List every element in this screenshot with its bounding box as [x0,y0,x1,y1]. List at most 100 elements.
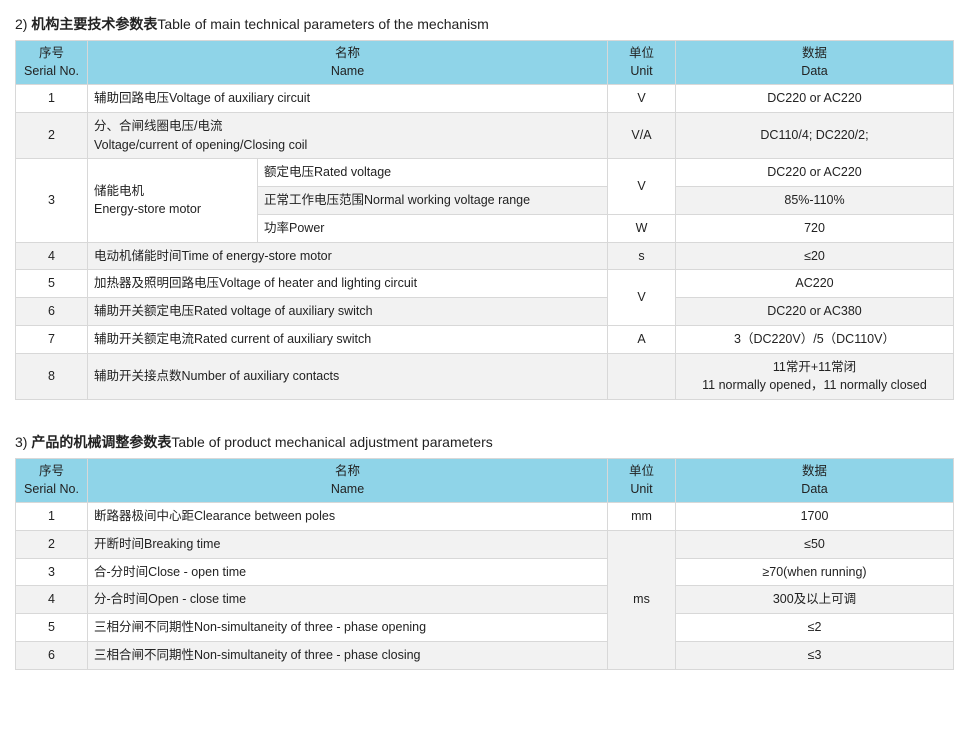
table2-h-serial-en: Serial No. [24,64,79,78]
cell-name: 断路器极间中心距Clearance between poles [88,503,608,531]
table-row: 6 三相合闸不同期性Non-simultaneity of three - ph… [16,641,954,669]
table2-h-data-en: Data [801,64,827,78]
table-row: 1 断路器极间中心距Clearance between poles mm 170… [16,503,954,531]
cell-name-sub: 额定电压Rated voltage [258,159,608,187]
table3-h-name: 名称 Name [88,459,608,503]
table3-title-prefix: 3) [15,434,31,450]
cell-serial: 5 [16,614,88,642]
cell-name-line: Energy-store motor [94,202,201,216]
cell-unit: A [608,325,676,353]
cell-serial: 3 [16,159,88,242]
cell-data: ≥70(when running) [676,558,954,586]
table-row: 3 储能电机 Energy-store motor 额定电压Rated volt… [16,159,954,187]
table-row: 4 电动机储能时间Time of energy-store motor s ≤2… [16,242,954,270]
table-row: 1 辅助回路电压Voltage of auxiliary circuit V D… [16,85,954,113]
cell-name-line: 分、合闸线圈电压/电流 [94,119,222,133]
table3-title: 3) 产品的机械调整参数表Table of product mechanical… [15,432,954,452]
table2-h-name-en: Name [331,64,364,78]
table-row: 5 三相分闸不同期性Non-simultaneity of three - ph… [16,614,954,642]
table-row: 3 合-分时间Close - open time ≥70(when runnin… [16,558,954,586]
table-row: 8 辅助开关接点数Number of auxiliary contacts 11… [16,353,954,400]
table2-title-prefix: 2) [15,16,31,32]
cell-data: 1700 [676,503,954,531]
cell-data: DC220 or AC380 [676,298,954,326]
cell-name-sub: 功率Power [258,214,608,242]
cell-name-line: Voltage/current of opening/Closing coil [94,138,307,152]
cell-serial: 3 [16,558,88,586]
cell-name: 三相分闸不同期性Non-simultaneity of three - phas… [88,614,608,642]
cell-name: 分、合闸线圈电压/电流 Voltage/current of opening/C… [88,112,608,159]
cell-serial: 6 [16,641,88,669]
table3: 序号 Serial No. 名称 Name 单位 Unit 数据 Data 1 … [15,458,954,670]
cell-serial: 2 [16,112,88,159]
table3-h-unit-en: Unit [630,482,652,496]
cell-name: 辅助开关接点数Number of auxiliary contacts [88,353,608,400]
cell-name: 分-合时间Open - close time [88,586,608,614]
cell-serial: 7 [16,325,88,353]
table2-title: 2) 机构主要技术参数表Table of main technical para… [15,14,954,34]
table2-h-data-zh: 数据 [802,46,827,60]
cell-name: 辅助回路电压Voltage of auxiliary circuit [88,85,608,113]
table2-title-en: Table of main technical parameters of th… [157,16,489,32]
cell-unit: mm [608,503,676,531]
table3-h-data: 数据 Data [676,459,954,503]
cell-serial: 2 [16,530,88,558]
cell-data: AC220 [676,270,954,298]
cell-serial: 5 [16,270,88,298]
table2-h-serial-zh: 序号 [39,46,64,60]
table3-h-unit: 单位 Unit [608,459,676,503]
table2-title-bold: 机构主要技术参数表 [31,16,157,32]
table3-title-en: Table of product mechanical adjustment p… [171,434,492,450]
table2-h-unit: 单位 Unit [608,41,676,85]
table3-title-bold: 产品的机械调整参数表 [31,434,171,450]
cell-unit: V [608,159,676,215]
cell-unit: W [608,214,676,242]
table2-h-name: 名称 Name [88,41,608,85]
cell-data-line: 11常开+11常闭 [773,360,856,374]
table-row: 2 分、合闸线圈电压/电流 Voltage/current of opening… [16,112,954,159]
cell-serial: 4 [16,586,88,614]
cell-unit [608,353,676,400]
table2-h-serial: 序号 Serial No. [16,41,88,85]
cell-unit: s [608,242,676,270]
table2-h-unit-zh: 单位 [629,46,654,60]
cell-serial: 1 [16,503,88,531]
cell-serial: 6 [16,298,88,326]
cell-unit: ms [608,530,676,669]
cell-unit: V [608,85,676,113]
table3-h-unit-zh: 单位 [629,464,654,478]
table3-h-serial: 序号 Serial No. [16,459,88,503]
cell-data: ≤2 [676,614,954,642]
cell-name: 合-分时间Close - open time [88,558,608,586]
table3-h-data-en: Data [801,482,827,496]
cell-unit: V [608,270,676,326]
table3-h-name-zh: 名称 [335,464,360,478]
table2-h-unit-en: Unit [630,64,652,78]
table2-h-name-zh: 名称 [335,46,360,60]
cell-unit: V/A [608,112,676,159]
cell-name-line: 储能电机 [94,184,144,198]
table3-h-serial-en: Serial No. [24,482,79,496]
cell-name: 三相合闸不同期性Non-simultaneity of three - phas… [88,641,608,669]
cell-serial: 1 [16,85,88,113]
cell-data: DC220 or AC220 [676,159,954,187]
table2-h-data: 数据 Data [676,41,954,85]
table-row: 7 辅助开关额定电流Rated current of auxiliary swi… [16,325,954,353]
cell-data-line: 11 normally opened，11 normally closed [702,378,927,392]
cell-data: 720 [676,214,954,242]
cell-name: 辅助开关额定电压Rated voltage of auxiliary switc… [88,298,608,326]
cell-data: ≤3 [676,641,954,669]
table3-h-name-en: Name [331,482,364,496]
cell-name-group: 储能电机 Energy-store motor [88,159,258,242]
table-row: 6 辅助开关额定电压Rated voltage of auxiliary swi… [16,298,954,326]
cell-name: 电动机储能时间Time of energy-store motor [88,242,608,270]
cell-name: 加热器及照明回路电压Voltage of heater and lighting… [88,270,608,298]
table-row: 2 开断时间Breaking time ms ≤50 [16,530,954,558]
cell-name: 辅助开关额定电流Rated current of auxiliary switc… [88,325,608,353]
table-row: 4 分-合时间Open - close time 300及以上可调 [16,586,954,614]
cell-serial: 4 [16,242,88,270]
cell-serial: 8 [16,353,88,400]
cell-name: 开断时间Breaking time [88,530,608,558]
cell-name-sub: 正常工作电压范围Normal working voltage range [258,187,608,215]
cell-data: DC110/4; DC220/2; [676,112,954,159]
